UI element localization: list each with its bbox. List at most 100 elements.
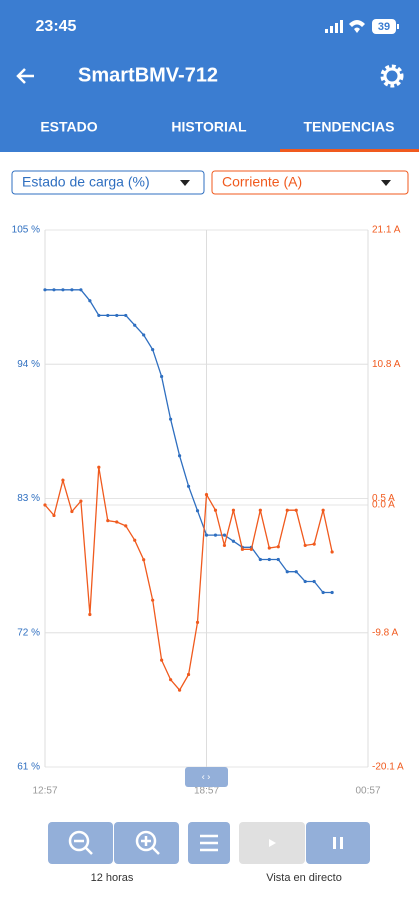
data-point	[106, 313, 110, 318]
data-point	[276, 545, 280, 549]
data-point	[321, 590, 325, 595]
chart-handle[interactable]	[185, 767, 228, 787]
header-title: SmartBMV-712	[78, 64, 218, 86]
data-point	[115, 520, 119, 524]
data-point	[303, 543, 307, 548]
data-point	[70, 509, 74, 514]
y-tick-label: 83 %	[17, 493, 40, 504]
data-point	[330, 590, 334, 595]
y2-tick-label: 0.0 A	[372, 500, 395, 511]
data-point	[88, 612, 92, 617]
y-tick-label: 94 %	[17, 359, 40, 370]
data-point	[222, 543, 227, 548]
data-point	[294, 508, 298, 512]
data-point	[133, 323, 137, 327]
left-selector[interactable]: Estado de carga (%)	[11, 170, 205, 195]
data-point	[258, 557, 262, 562]
data-point	[97, 313, 101, 318]
data-point	[276, 557, 280, 562]
y2-tick-label: -9.8 A	[372, 627, 398, 638]
data-point	[124, 313, 128, 318]
data-point	[142, 333, 146, 337]
data-point	[195, 509, 200, 513]
data-point	[70, 288, 74, 292]
data-point	[61, 288, 65, 292]
data-point	[115, 313, 119, 318]
data-point	[43, 503, 47, 507]
data-point	[160, 374, 164, 379]
data-point	[177, 688, 182, 692]
data-point	[231, 508, 236, 512]
data-point	[312, 542, 316, 546]
y-tick-label: 72 %	[17, 627, 40, 638]
y2-tick-label: 21.1 A	[372, 225, 401, 236]
data-point	[97, 465, 101, 469]
data-point	[43, 288, 47, 292]
data-point	[330, 550, 334, 554]
data-point	[213, 508, 218, 512]
data-point	[231, 539, 236, 543]
data-point	[151, 348, 155, 352]
zoom-label: 12 horas	[91, 872, 134, 884]
x-tick-label: 12:57	[32, 786, 57, 797]
data-point	[88, 299, 92, 303]
settings-button[interactable]	[380, 64, 404, 88]
data-point	[285, 570, 289, 574]
data-point	[222, 533, 227, 537]
battery-tip	[397, 24, 399, 29]
data-point	[186, 484, 191, 488]
data-point	[79, 288, 83, 292]
back-button[interactable]	[16, 68, 34, 84]
y-tick-label: 61 %	[17, 762, 40, 773]
x-tick-label: 00:57	[355, 786, 380, 797]
y2-tick-label: -20.1 A	[372, 762, 404, 773]
live-label: Vista en directo	[266, 872, 342, 884]
data-point	[267, 546, 271, 550]
data-point	[52, 288, 56, 292]
y2-tick-label: 10.8 A	[372, 359, 401, 370]
data-point	[321, 508, 325, 512]
series-line	[44, 467, 333, 692]
data-point	[106, 519, 110, 523]
data-point	[204, 533, 209, 537]
data-point	[177, 454, 182, 458]
menu-button[interactable]	[188, 822, 230, 864]
left-selector-label: Estado de carga (%)	[22, 174, 150, 190]
play-button[interactable]	[239, 822, 305, 864]
tab-indicator	[280, 149, 419, 152]
data-point	[312, 579, 316, 584]
tab-estado[interactable]: ESTADO	[40, 119, 97, 135]
data-point	[52, 513, 56, 518]
data-point	[61, 478, 65, 482]
data-point	[240, 547, 244, 551]
data-point	[195, 620, 200, 624]
series-line	[45, 289, 333, 594]
app-bar	[0, 0, 419, 152]
data-point	[133, 538, 137, 542]
signal-icon	[325, 20, 343, 33]
data-point	[142, 558, 146, 562]
data-point	[285, 508, 289, 512]
status-time: 23:45	[36, 18, 77, 35]
data-point	[213, 533, 218, 537]
data-point	[249, 547, 253, 551]
right-selector-label: Corriente (A)	[222, 174, 302, 190]
zoom-in-button[interactable]	[114, 822, 179, 864]
chart-handle-icon: ‹ ›	[202, 771, 211, 781]
chart: 61 %72 %83 %94 %105 %-20.1 A-9.8 A0.0 A0…	[12, 225, 404, 797]
wifi-icon	[349, 20, 365, 33]
x-tick-label: 18:57	[194, 786, 219, 797]
tab-tendencias[interactable]: TENDENCIAS	[303, 119, 394, 135]
y2-tick-label: 0.5 A	[372, 493, 395, 504]
pause-button[interactable]	[306, 822, 370, 864]
y-tick-label: 105 %	[12, 225, 40, 236]
data-point	[124, 524, 128, 528]
data-point	[169, 678, 173, 682]
data-point	[258, 508, 262, 512]
zoom-out-button[interactable]	[48, 822, 113, 864]
battery-icon	[372, 19, 396, 34]
tab-historial[interactable]: HISTORIAL	[171, 119, 247, 135]
right-selector[interactable]: Corriente (A)	[211, 170, 409, 195]
data-point	[160, 658, 164, 662]
